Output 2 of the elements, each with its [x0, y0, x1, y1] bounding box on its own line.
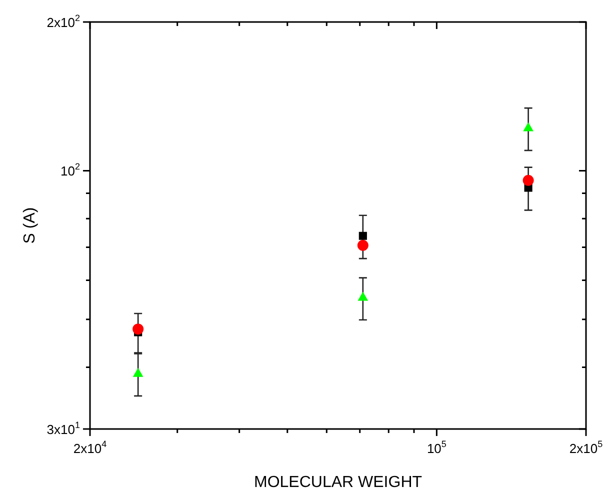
x-axis-title: MOLECULAR WEIGHT: [254, 474, 422, 491]
y-axis-title: S (A): [21, 207, 38, 244]
